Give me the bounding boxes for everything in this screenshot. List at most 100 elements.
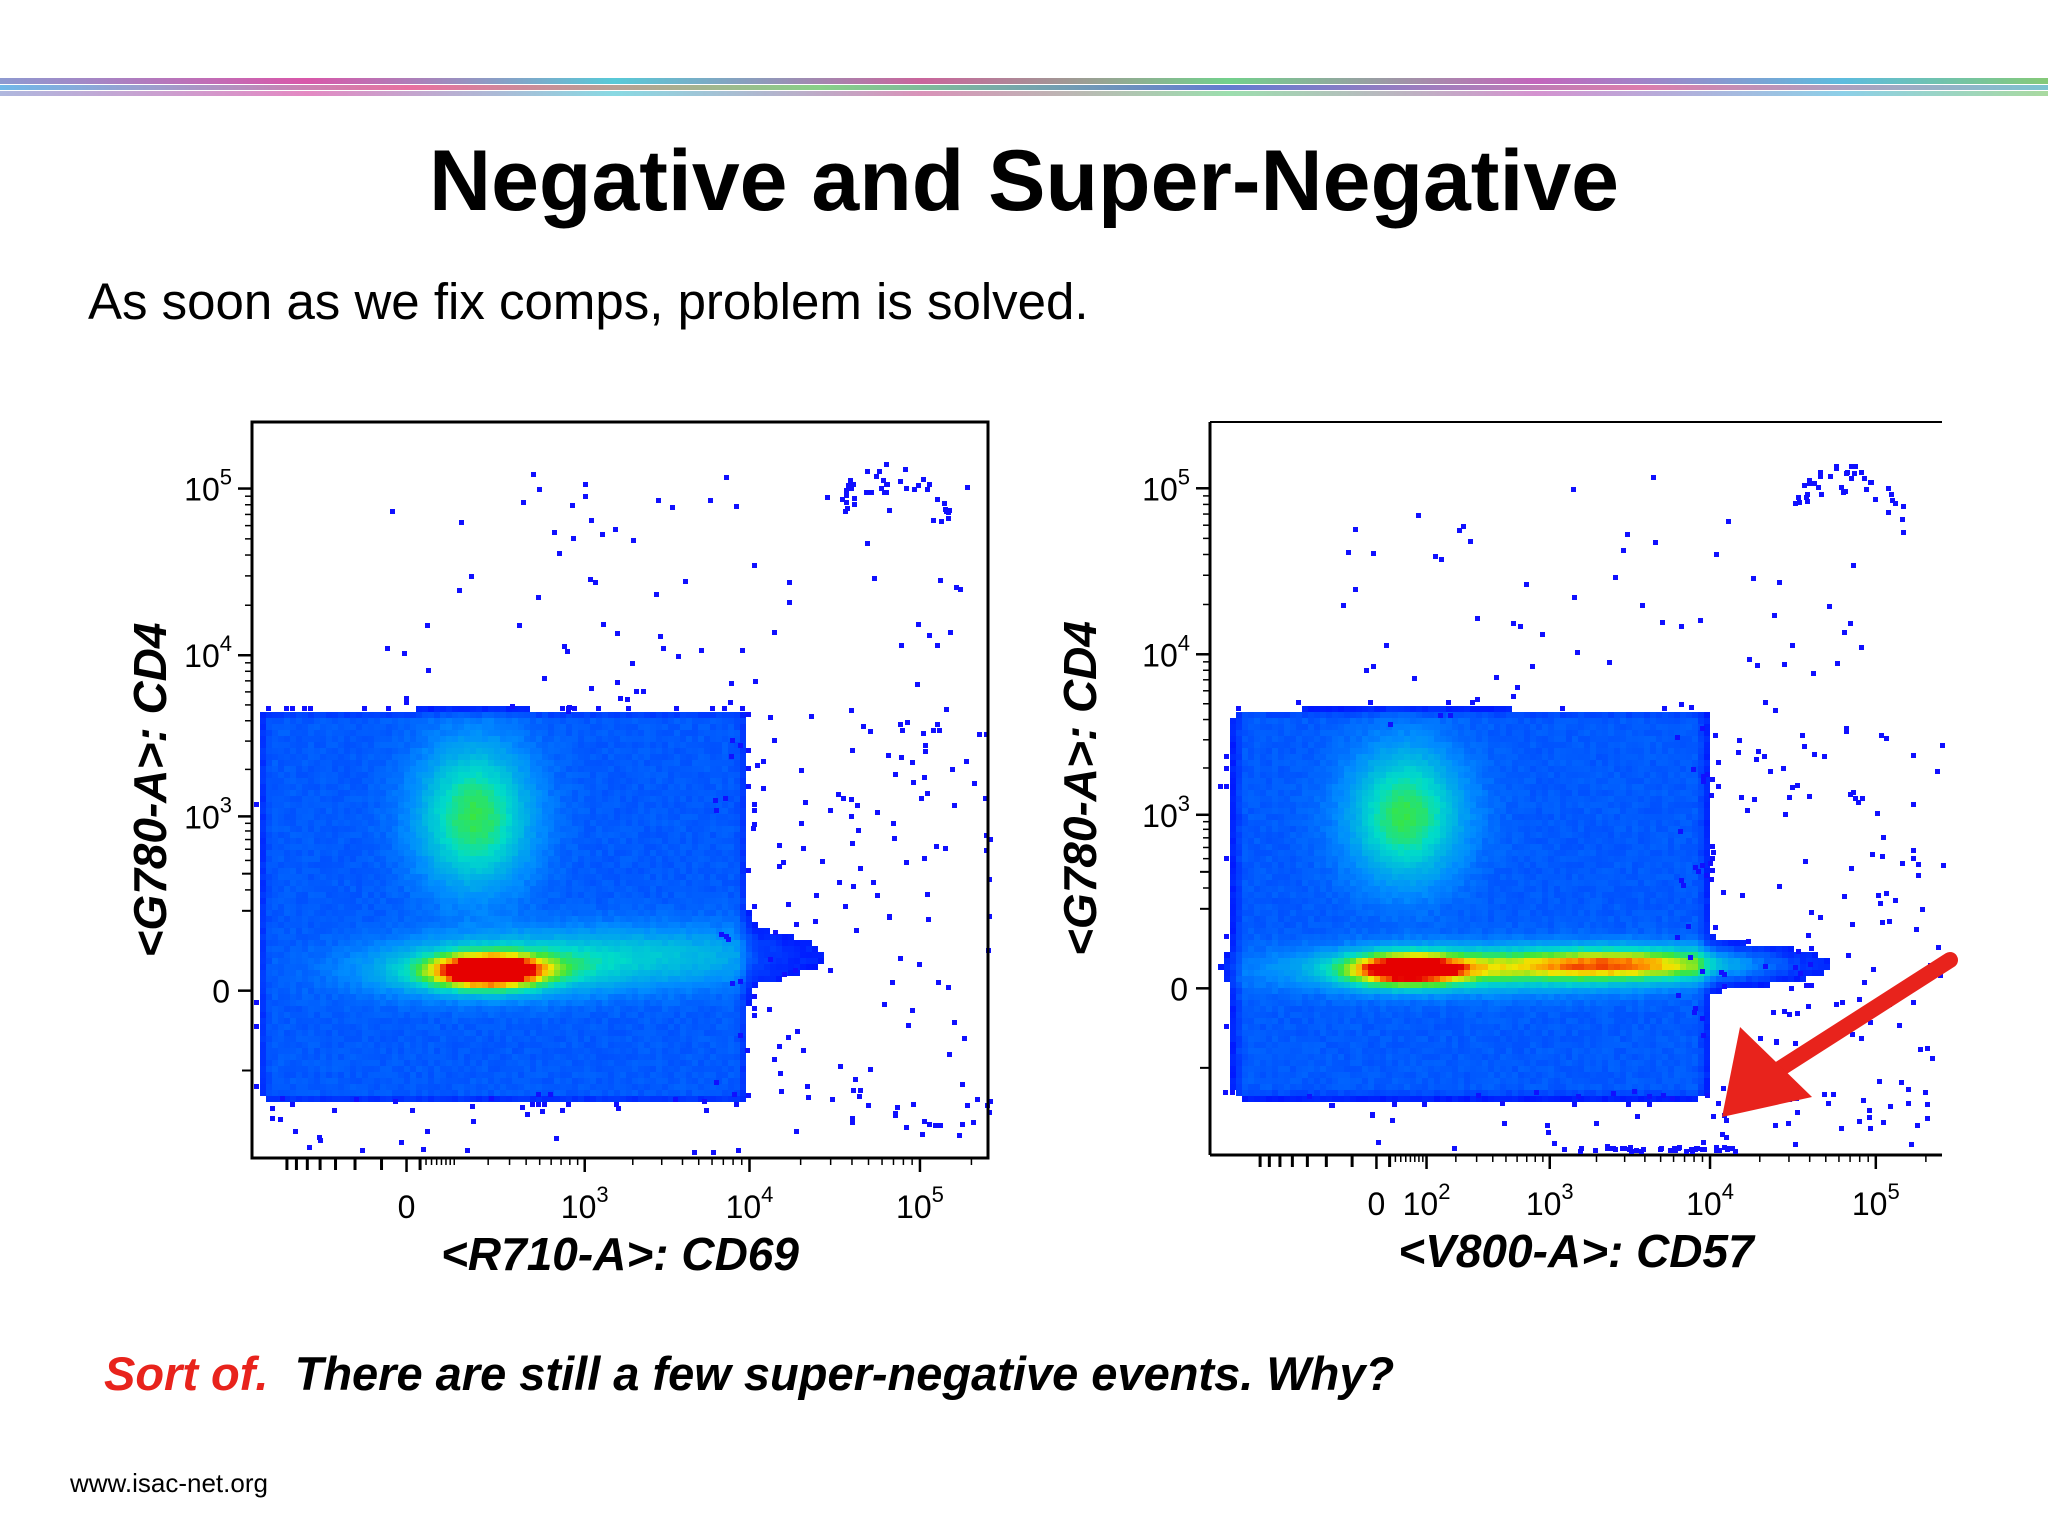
density-cell bbox=[494, 1066, 500, 1072]
density-cell bbox=[566, 760, 572, 766]
density-cell bbox=[692, 826, 698, 832]
density-cell bbox=[464, 748, 470, 754]
density-cell bbox=[506, 844, 512, 850]
density-cell bbox=[404, 700, 409, 705]
density-cell bbox=[662, 814, 668, 820]
density-cell bbox=[638, 910, 644, 916]
density-cell bbox=[410, 874, 416, 880]
density-cell bbox=[410, 1042, 416, 1048]
density-cell bbox=[308, 748, 314, 754]
density-cell bbox=[638, 712, 644, 718]
density-cell bbox=[566, 904, 572, 910]
density-cell bbox=[398, 958, 404, 964]
density-cell bbox=[590, 730, 596, 736]
density-cell bbox=[488, 964, 494, 970]
density-cell bbox=[566, 1024, 572, 1030]
density-cell bbox=[536, 874, 542, 880]
density-cell bbox=[500, 874, 506, 880]
density-cell bbox=[632, 718, 638, 724]
density-cell bbox=[728, 958, 734, 964]
density-cell bbox=[488, 904, 494, 910]
density-cell bbox=[554, 1012, 560, 1018]
density-cell bbox=[380, 958, 386, 964]
density-cell bbox=[422, 760, 428, 766]
density-cell bbox=[410, 802, 416, 808]
density-cell bbox=[446, 784, 452, 790]
density-cell bbox=[404, 910, 410, 916]
density-cell bbox=[374, 766, 380, 772]
density-cell bbox=[602, 982, 608, 988]
density-cell bbox=[632, 760, 638, 766]
density-cell bbox=[554, 1006, 560, 1012]
density-cell bbox=[440, 724, 446, 730]
density-cell bbox=[380, 808, 386, 814]
density-cell bbox=[578, 862, 584, 868]
density-cell bbox=[596, 1066, 602, 1072]
density-cell bbox=[686, 766, 692, 772]
density-cell bbox=[386, 916, 392, 922]
density-cell bbox=[362, 838, 368, 844]
density-cell bbox=[308, 832, 314, 838]
density-cell bbox=[392, 964, 398, 970]
density-cell bbox=[512, 790, 518, 796]
density-cell bbox=[512, 1066, 518, 1072]
density-cell bbox=[326, 820, 332, 826]
density-cell bbox=[680, 718, 686, 724]
density-cell bbox=[650, 1024, 656, 1030]
density-cell bbox=[704, 820, 710, 826]
density-cell bbox=[392, 1030, 398, 1036]
density-cell bbox=[356, 904, 362, 910]
density-cell bbox=[338, 796, 344, 802]
density-cell bbox=[476, 742, 482, 748]
density-cell bbox=[560, 1006, 566, 1012]
density-cell bbox=[338, 1054, 344, 1060]
density-cell bbox=[380, 922, 386, 928]
density-cell bbox=[470, 988, 476, 994]
density-cell bbox=[530, 844, 536, 850]
density-cell bbox=[566, 814, 572, 820]
density-cell bbox=[746, 958, 752, 964]
density-cell bbox=[470, 886, 476, 892]
density-cell bbox=[518, 850, 524, 856]
density-cell bbox=[644, 784, 650, 790]
density-cell bbox=[428, 724, 434, 730]
density-cell bbox=[578, 778, 584, 784]
density-cell bbox=[710, 862, 716, 868]
density-cell bbox=[788, 934, 794, 940]
density-cell bbox=[518, 838, 524, 844]
density-cell bbox=[404, 898, 410, 904]
density-cell bbox=[602, 868, 608, 874]
density-cell bbox=[446, 772, 452, 778]
density-cell bbox=[314, 844, 320, 850]
density-cell bbox=[458, 958, 464, 964]
density-cell bbox=[290, 814, 296, 820]
density-cell bbox=[338, 748, 344, 754]
density-cell bbox=[716, 736, 722, 742]
density-cell bbox=[710, 970, 716, 976]
density-cell bbox=[530, 928, 536, 934]
density-cell bbox=[488, 880, 494, 886]
density-cell bbox=[668, 1066, 674, 1072]
density-cell bbox=[578, 736, 584, 742]
density-cell bbox=[446, 946, 452, 952]
density-cell bbox=[506, 1036, 512, 1042]
density-cell bbox=[728, 784, 734, 790]
density-cell bbox=[500, 1018, 506, 1024]
density-cell bbox=[386, 820, 392, 826]
density-cell bbox=[464, 1018, 470, 1024]
density-cell bbox=[350, 784, 356, 790]
density-cell bbox=[314, 838, 320, 844]
density-cell bbox=[482, 772, 488, 778]
density-cell bbox=[686, 994, 692, 1000]
density-cell bbox=[314, 778, 320, 784]
density-cell bbox=[548, 1006, 554, 1012]
density-cell bbox=[398, 1000, 404, 1006]
density-cell bbox=[548, 814, 554, 820]
density-cell bbox=[614, 820, 620, 826]
density-cell bbox=[266, 718, 272, 724]
density-cell bbox=[290, 946, 296, 952]
density-cell bbox=[722, 958, 728, 964]
density-cell bbox=[404, 874, 410, 880]
density-cell bbox=[350, 922, 356, 928]
density-cell bbox=[662, 1060, 668, 1066]
